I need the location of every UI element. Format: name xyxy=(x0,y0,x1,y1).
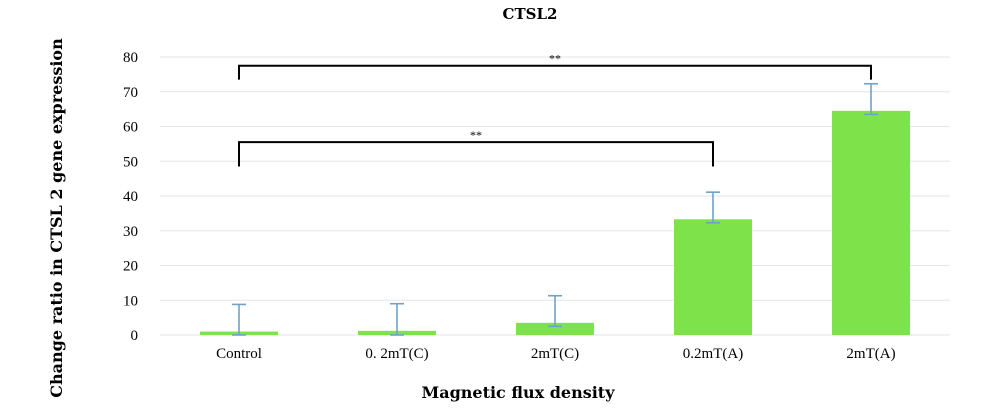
x-category-label: 2mT(C) xyxy=(531,346,579,362)
error-bar xyxy=(864,82,878,116)
significance-label: ** xyxy=(549,52,561,66)
x-axis-label: Magnetic flux density xyxy=(421,383,615,402)
significance-brackets: ** ** xyxy=(238,52,872,167)
bar xyxy=(516,322,594,335)
y-tick-label: 10 xyxy=(123,293,138,309)
x-category-label: 0. 2mT(C) xyxy=(365,346,428,362)
x-axis-categories: Control 0. 2mT(C) 2mT(C) 0.2mT(A) 2mT(A) xyxy=(216,346,896,362)
error-bars xyxy=(232,82,878,336)
y-tick-label: 80 xyxy=(123,50,138,66)
x-category-label: 2mT(A) xyxy=(846,346,895,362)
significance-bracket xyxy=(238,141,714,167)
bar xyxy=(674,219,752,335)
x-category-label: Control xyxy=(216,346,262,362)
bars xyxy=(200,110,910,335)
significance-bracket xyxy=(238,64,872,80)
y-tick-label: 30 xyxy=(123,224,138,240)
y-tick-label: 0 xyxy=(131,328,139,344)
y-tick-label: 50 xyxy=(123,154,138,170)
y-axis-label: Change ratio in CTSL 2 gene expression xyxy=(47,38,66,398)
chart-title: CTSL2 xyxy=(503,5,558,23)
bar xyxy=(832,110,910,335)
significance-label: ** xyxy=(470,128,482,142)
y-tick-label: 60 xyxy=(123,120,138,136)
error-bar xyxy=(548,294,562,328)
y-tick-label: 40 xyxy=(123,189,138,205)
y-tick-label: 20 xyxy=(123,259,138,275)
gridlines xyxy=(160,56,950,336)
error-bar xyxy=(390,302,404,336)
y-tick-label: 70 xyxy=(123,85,138,101)
x-category-label: 0.2mT(A) xyxy=(683,346,743,362)
error-bar xyxy=(232,303,246,336)
y-axis-ticks: 0 10 20 30 40 50 60 70 80 xyxy=(123,50,138,344)
error-bar xyxy=(706,191,720,224)
